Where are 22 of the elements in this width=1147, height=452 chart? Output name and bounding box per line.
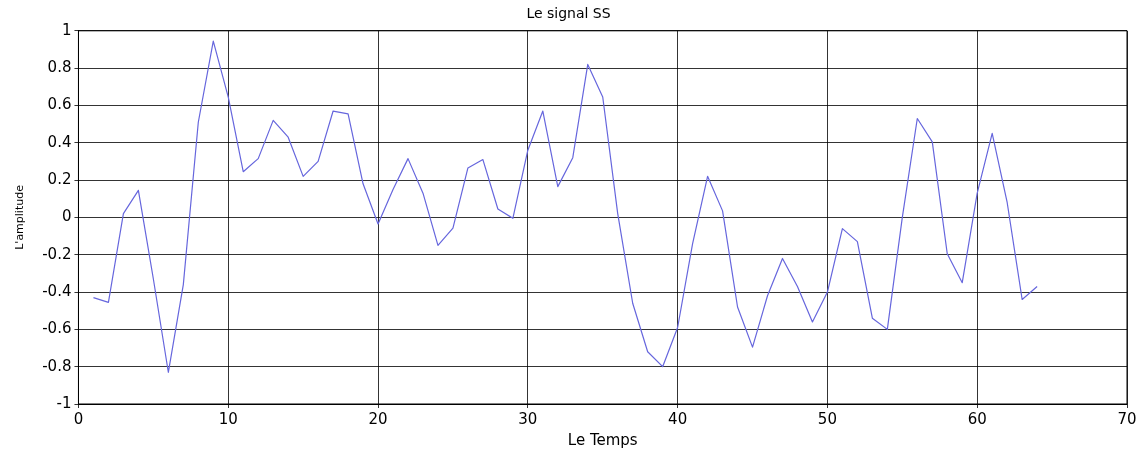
y-tick-label: 0.4 <box>47 132 72 151</box>
y-tick-label: 0.2 <box>47 169 72 188</box>
x-tick-label: 60 <box>967 409 987 428</box>
x-tick-label: 0 <box>73 409 84 428</box>
y-tick-label: -0.8 <box>42 356 72 375</box>
y-tick-label: 0.6 <box>47 95 72 114</box>
chart-title: Le signal SS <box>526 5 611 22</box>
x-tick-label: 20 <box>368 409 388 428</box>
y-axis-title: L'amplitude <box>13 184 27 250</box>
y-tick-label: 0 <box>61 207 72 226</box>
y-tick-label: 0.8 <box>47 58 72 77</box>
y-tick-label: 1 <box>61 20 72 39</box>
x-tick-label: 50 <box>817 409 837 428</box>
x-axis-title: Le Temps <box>567 430 638 449</box>
y-tick-label: -0.2 <box>42 244 72 263</box>
x-tick-label: 70 <box>1117 409 1137 428</box>
y-tick-label: -0.6 <box>42 319 72 338</box>
x-tick-label: 10 <box>218 409 238 428</box>
y-tick-label: -1 <box>56 393 72 412</box>
x-tick-label: 40 <box>668 409 688 428</box>
x-tick-label: 30 <box>518 409 538 428</box>
y-tick-label: -0.4 <box>42 281 72 300</box>
